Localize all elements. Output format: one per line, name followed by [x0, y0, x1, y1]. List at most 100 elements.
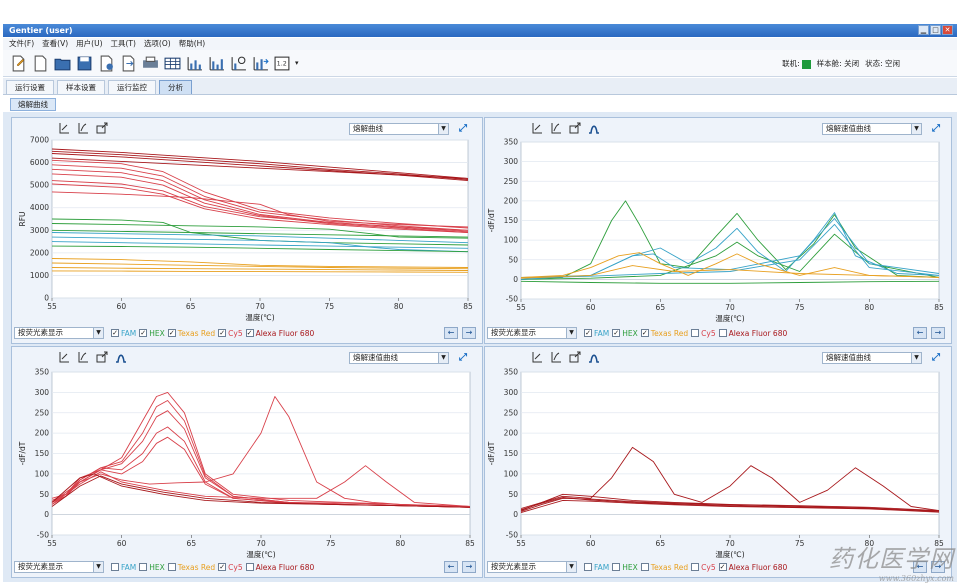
peak-icon[interactable] [588, 351, 600, 363]
channel-checkbox[interactable]: ✓ HEX [612, 329, 638, 338]
axis-linear-icon[interactable] [550, 351, 562, 363]
chart-bar-icon[interactable] [185, 54, 204, 73]
checkbox-unchecked-icon[interactable] [139, 563, 148, 571]
checkbox-unchecked-icon[interactable] [640, 563, 649, 571]
expand-icon[interactable]: ⤢ [932, 352, 940, 363]
tab-run-setup[interactable]: 运行设置 [6, 80, 54, 94]
peak-icon[interactable] [115, 351, 127, 363]
channel-checkbox[interactable]: HEX [139, 563, 165, 572]
next-arrow-icon[interactable]: → [462, 561, 476, 573]
checkbox-checked-icon[interactable]: ✓ [640, 329, 649, 337]
menu-file[interactable]: 文件(F) [9, 39, 35, 48]
display-mode-dropdown[interactable]: 按荧光素显示 ▼ [487, 561, 577, 573]
curve-type-dropdown[interactable]: 熔解速值曲线 ▼ [822, 123, 922, 135]
checkbox-checked-icon[interactable]: ✓ [167, 329, 176, 337]
channel-checkbox[interactable]: ✓ Texas Red [167, 329, 215, 338]
export-icon[interactable] [119, 54, 138, 73]
channel-checkbox[interactable]: ✓ Texas Red [640, 329, 688, 338]
peak-icon[interactable] [588, 122, 600, 134]
channel-checkbox[interactable]: ✓ Alexa Fluor 680 [245, 329, 314, 338]
chart-export-icon[interactable] [251, 54, 270, 73]
menu-tools[interactable]: 工具(T) [110, 39, 136, 48]
display-mode-dropdown[interactable]: 按荧光素显示 ▼ [14, 327, 104, 339]
tab-analysis[interactable]: 分析 [159, 80, 192, 94]
save-icon[interactable] [75, 54, 94, 73]
checkbox-checked-icon[interactable]: ✓ [584, 329, 592, 337]
checkbox-checked-icon[interactable]: ✓ [245, 329, 254, 337]
new-doc-icon[interactable] [9, 54, 28, 73]
channel-checkbox[interactable]: Alexa Fluor 680 [718, 329, 787, 338]
channel-checkbox[interactable]: ✓ Cy5 [218, 563, 243, 572]
channel-checkbox[interactable]: FAM [584, 563, 609, 572]
export-chart-icon[interactable] [569, 351, 581, 363]
checkbox-unchecked-icon[interactable] [718, 329, 727, 337]
chart-bar-icon[interactable] [207, 54, 226, 73]
channel-checkbox[interactable]: Texas Red [640, 563, 688, 572]
checkbox-unchecked-icon[interactable] [111, 563, 119, 571]
checkbox-checked-icon[interactable]: ✓ [612, 329, 621, 337]
checkbox-unchecked-icon[interactable] [167, 563, 176, 571]
axis-scale-icon[interactable] [58, 351, 70, 363]
checkbox-unchecked-icon[interactable] [584, 563, 592, 571]
channel-checkbox[interactable]: ✓ HEX [139, 329, 165, 338]
curve-type-dropdown[interactable]: 熔解速值曲线 ▼ [349, 352, 449, 364]
prev-arrow-icon[interactable]: ← [913, 327, 927, 339]
tab-run-monitor[interactable]: 运行监控 [108, 80, 156, 94]
axis-linear-icon[interactable] [77, 122, 89, 134]
checkbox-checked-icon[interactable]: ✓ [718, 563, 727, 571]
next-arrow-icon[interactable]: → [931, 327, 945, 339]
channel-checkbox[interactable]: ✓ FAM [111, 329, 136, 338]
channel-checkbox[interactable]: ✓ Cy5 [218, 329, 243, 338]
channel-checkbox[interactable]: Alexa Fluor 680 [245, 563, 314, 572]
tab-melt-curve[interactable]: 熔解曲线 [10, 98, 56, 111]
channel-checkbox[interactable]: Cy5 [691, 563, 716, 572]
curve-type-dropdown[interactable]: 熔解速值曲线 ▼ [822, 352, 922, 364]
checkbox-checked-icon[interactable]: ✓ [111, 329, 119, 337]
table-icon[interactable] [163, 54, 182, 73]
channel-checkbox[interactable]: ✓ FAM [584, 329, 609, 338]
checkbox-unchecked-icon[interactable] [691, 563, 700, 571]
prev-arrow-icon[interactable]: ← [444, 327, 458, 339]
export-chart-icon[interactable] [96, 351, 108, 363]
axis-linear-icon[interactable] [550, 122, 562, 134]
display-mode-dropdown[interactable]: 按荧光素显示 ▼ [487, 327, 577, 339]
checkbox-checked-icon[interactable]: ✓ [218, 563, 227, 571]
prev-arrow-icon[interactable]: ← [913, 561, 927, 573]
maximize-button[interactable]: □ [930, 25, 941, 35]
menu-view[interactable]: 查看(V) [42, 39, 69, 48]
prev-arrow-icon[interactable]: ← [444, 561, 458, 573]
channel-checkbox[interactable]: HEX [612, 563, 638, 572]
menu-user[interactable]: 用户(U) [76, 39, 103, 48]
axis-linear-icon[interactable] [77, 351, 89, 363]
channel-checkbox[interactable]: FAM [111, 563, 136, 572]
next-arrow-icon[interactable]: → [462, 327, 476, 339]
channel-checkbox[interactable]: Texas Red [167, 563, 215, 572]
tab-sample-setup[interactable]: 样本设置 [57, 80, 105, 94]
checkbox-checked-icon[interactable]: ✓ [218, 329, 227, 337]
next-arrow-icon[interactable]: → [931, 561, 945, 573]
save-as-icon[interactable] [97, 54, 116, 73]
checkbox-unchecked-icon[interactable] [612, 563, 621, 571]
axis-scale-icon[interactable] [531, 351, 543, 363]
open-doc-icon[interactable] [31, 54, 50, 73]
expand-icon[interactable]: ⤢ [459, 123, 467, 134]
folder-icon[interactable] [53, 54, 72, 73]
expand-icon[interactable]: ⤢ [459, 352, 467, 363]
chevron-down-icon[interactable]: ▾ [295, 59, 299, 67]
checkbox-unchecked-icon[interactable] [691, 329, 700, 337]
numbers-icon[interactable]: 1.2 [273, 54, 292, 73]
checkbox-unchecked-icon[interactable] [245, 563, 254, 571]
minimize-button[interactable]: ▁ [918, 25, 929, 35]
menu-options[interactable]: 选项(O) [143, 39, 171, 48]
channel-checkbox[interactable]: ✓ Alexa Fluor 680 [718, 563, 787, 572]
print-icon[interactable] [141, 54, 160, 73]
display-mode-dropdown[interactable]: 按荧光素显示 ▼ [14, 561, 104, 573]
menu-help[interactable]: 帮助(H) [178, 39, 206, 48]
export-chart-icon[interactable] [569, 122, 581, 134]
axis-scale-icon[interactable] [531, 122, 543, 134]
expand-icon[interactable]: ⤢ [932, 123, 940, 134]
curve-type-dropdown[interactable]: 熔解曲线 ▼ [349, 123, 449, 135]
axis-scale-icon[interactable] [58, 122, 70, 134]
close-button[interactable]: ✕ [942, 25, 953, 35]
checkbox-checked-icon[interactable]: ✓ [139, 329, 148, 337]
